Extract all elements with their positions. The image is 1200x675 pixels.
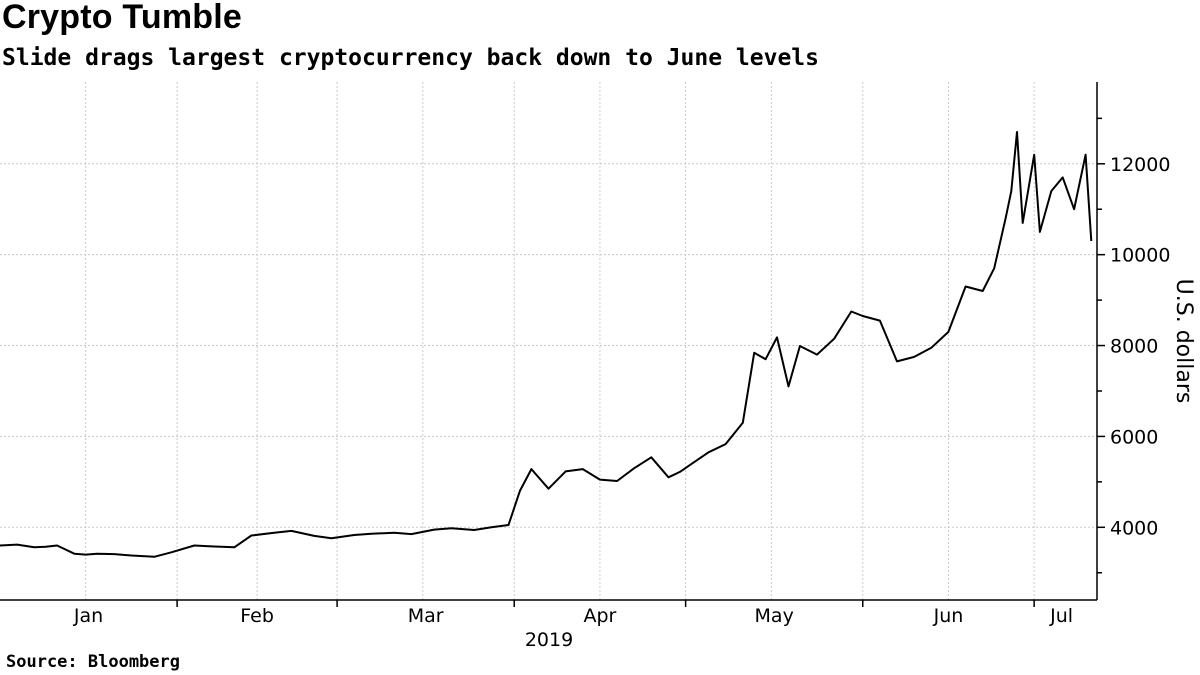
y-tick-label-4000: 4000 — [1110, 517, 1158, 539]
chart-subtitle: Slide drags largest cryptocurrency back … — [2, 45, 819, 71]
y-tick-label-12000: 12000 — [1110, 154, 1170, 176]
y-tick-label-8000: 8000 — [1110, 336, 1158, 358]
source-note: Source: Bloomberg — [6, 652, 180, 672]
x-tick-label-jul: Jul — [1049, 605, 1073, 627]
x-tick-label-jun: Jun — [933, 605, 964, 627]
axes — [0, 82, 1105, 607]
x-tick-label-mar: Mar — [408, 605, 444, 627]
gridlines — [0, 82, 1097, 600]
y-tick-label-10000: 10000 — [1110, 245, 1170, 267]
x-tick-label-jan: Jan — [73, 605, 103, 627]
axis-labels: Jan Feb Mar Apr May Jun Jul 2019 4000 6000 8000 100… — [73, 154, 1196, 651]
series-layer — [0, 131, 1093, 558]
y-tick-label-6000: 6000 — [1110, 426, 1158, 448]
x-tick-label-apr: Apr — [583, 605, 616, 627]
chart-title: Crypto Tumble — [2, 0, 242, 36]
x-axis-label: 2019 — [525, 629, 573, 651]
series-line-0 — [0, 131, 1093, 558]
y-axis-label: U.S. dollars — [1171, 279, 1196, 404]
x-tick-label-feb: Feb — [240, 605, 274, 627]
x-tick-label-may: May — [755, 605, 794, 627]
